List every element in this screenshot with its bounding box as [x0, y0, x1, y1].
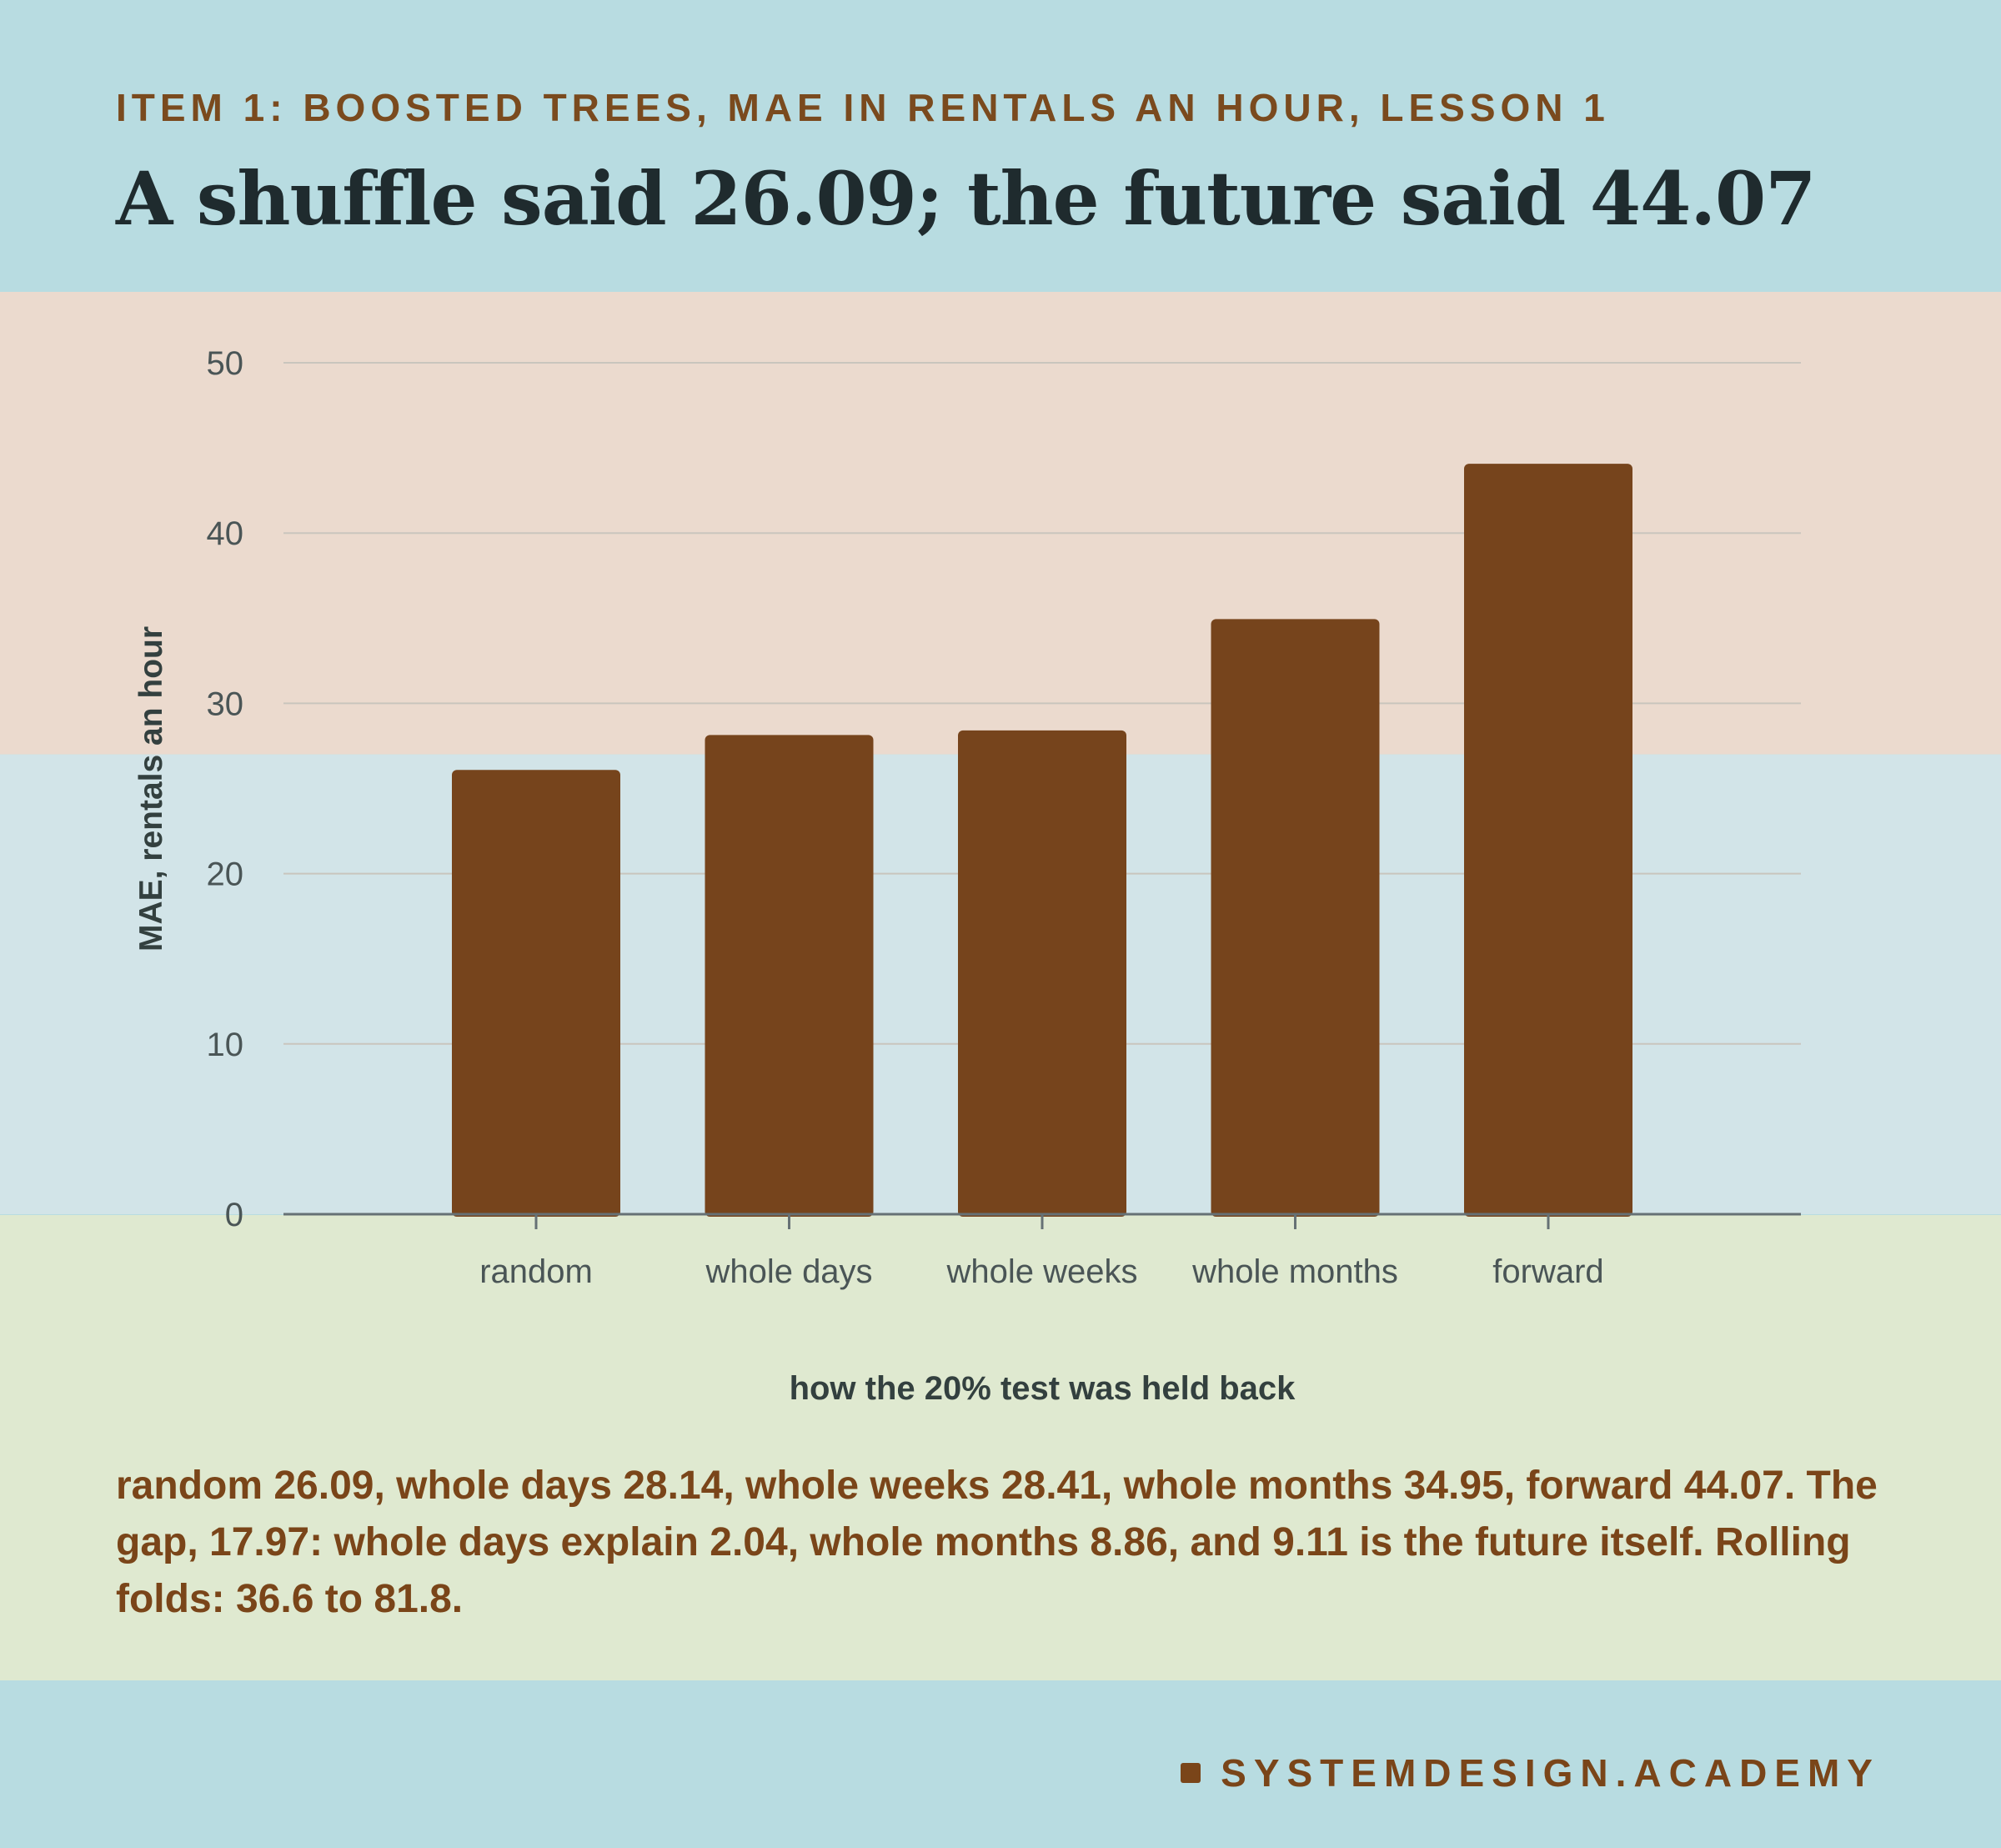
y-axis-label: MAE, rentals an hour: [133, 626, 169, 952]
x-tick-label: whole months: [1191, 1253, 1398, 1290]
y-tick-label: 30: [207, 685, 244, 722]
bar-random: [452, 770, 620, 1217]
y-tick-label: 40: [207, 515, 244, 552]
y-tick-label: 20: [207, 856, 244, 893]
x-tick-label: whole days: [705, 1253, 872, 1290]
bar-forward: [1464, 464, 1632, 1217]
chart-title: A shuffle said 26.09; the future said 44…: [116, 155, 1816, 242]
y-tick-label: 10: [207, 1027, 244, 1063]
x-tick-label: random: [479, 1253, 593, 1290]
lower-band: [0, 1215, 2001, 1680]
bar-whole-days: [705, 735, 874, 1217]
x-axis-label: how the 20% test was held back: [790, 1370, 1296, 1407]
bar-whole-weeks: [958, 730, 1126, 1217]
chart-eyebrow: ITEM 1: BOOSTED TREES, MAE IN RENTALS AN…: [116, 86, 1610, 129]
footer-brand: SYSTEMDESIGN.ACADEMY: [1181, 1750, 1880, 1795]
x-tick-label: whole weeks: [945, 1253, 1137, 1290]
brand-square-icon: [1181, 1763, 1201, 1783]
y-tick-label: 0: [225, 1197, 243, 1233]
x-tick-label: forward: [1492, 1253, 1603, 1290]
bar-whole-months: [1211, 619, 1380, 1217]
brand-name: SYSTEMDESIGN.ACADEMY: [1221, 1751, 1880, 1795]
band-0: [0, 292, 2001, 755]
chart-caption: random 26.09, whole days 28.14, whole we…: [116, 1464, 1878, 1621]
y-tick-label: 50: [207, 345, 244, 382]
